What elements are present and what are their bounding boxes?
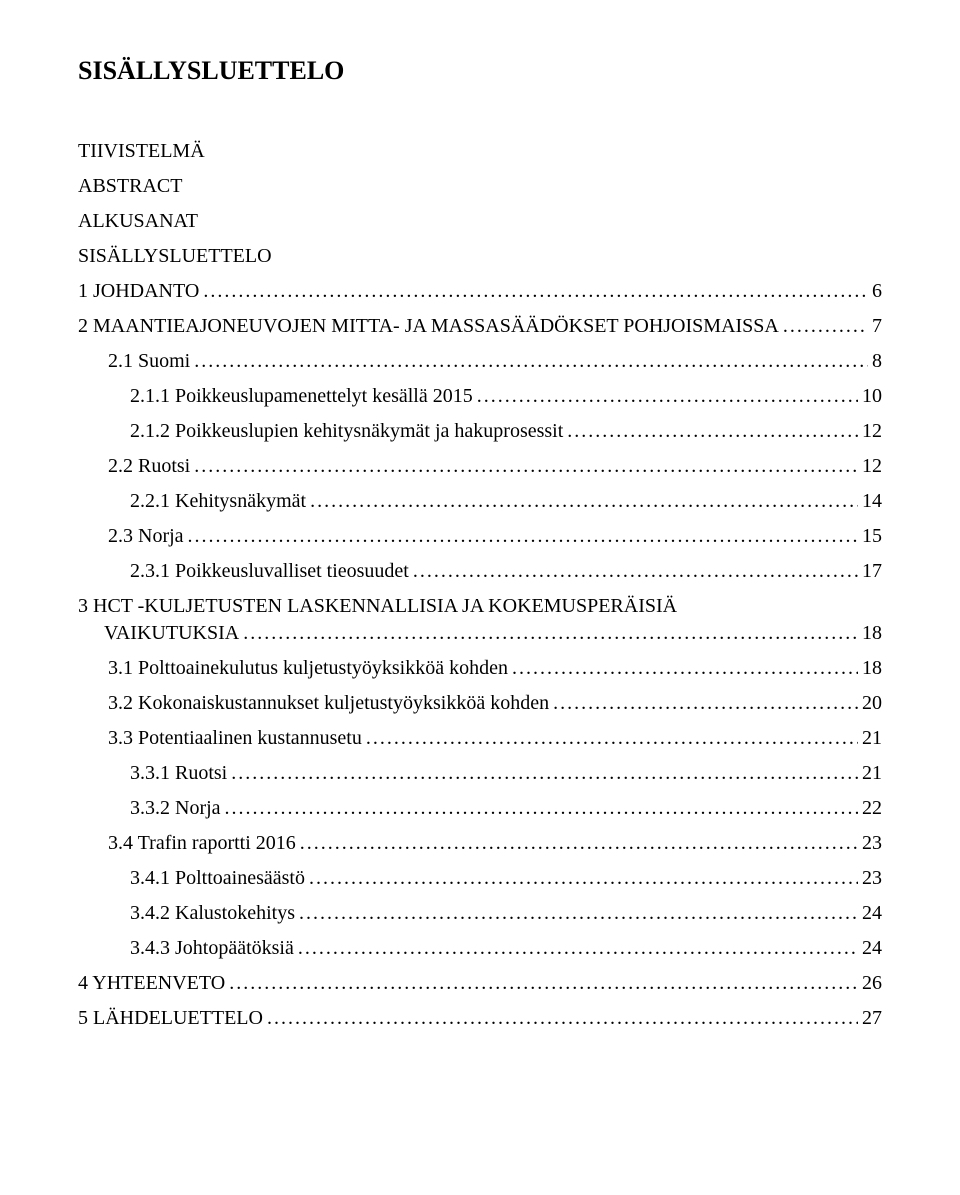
toc-page-number: 14 [862,490,882,513]
toc-entry: 2.3.1 Poikkeusluvalliset tieosuudet 17 [78,560,882,583]
toc-list: 1 JOHDANTO 6 2 MAANTIEAJONEUVOJEN MITTA- J… [78,280,882,1030]
toc-entry: 2.1 Suomi 8 [78,350,882,373]
toc-label: VAIKUTUKSIA [104,622,239,645]
toc-label: 3.4.1 Polttoainesäästö [130,867,305,890]
page-title: SISÄLLYSLUETTELO [78,56,882,86]
toc-page-number: 10 [862,385,882,408]
toc-label: 3.4.2 Kalustokehitys [130,902,295,925]
front-matter-item: TIIVISTELMÄ [78,140,882,163]
toc-leader-dots [194,350,868,373]
toc-label: 2.1 Suomi [108,350,190,373]
toc-leader-dots [366,727,858,750]
toc-leader-dots [203,280,868,303]
toc-page-number: 21 [862,762,882,785]
toc-leader-dots [309,867,858,890]
toc-page-number: 23 [862,832,882,855]
toc-page-number: 17 [862,560,882,583]
toc-entry: 3.2 Kokonaiskustannukset kuljetustyöyksi… [78,692,882,715]
toc-leader-dots [229,972,858,995]
toc-leader-dots [310,490,858,513]
toc-label: 4 YHTEENVETO [78,972,225,995]
toc-label: 1 JOHDANTO [78,280,199,303]
toc-label: 3.4 Trafin raportti 2016 [108,832,296,855]
toc-page-number: 18 [862,657,882,680]
toc-page-number: 12 [862,455,882,478]
front-matter-item: ABSTRACT [78,175,882,198]
toc-label: 3.1 Polttoainekulutus kuljetustyöyksikkö… [108,657,508,680]
toc-leader-dots [243,622,858,645]
toc-label: 3.2 Kokonaiskustannukset kuljetustyöyksi… [108,692,549,715]
toc-label: 3.3.2 Norja [130,797,221,820]
front-matter-item: ALKUSANAT [78,210,882,233]
toc-leader-dots [300,832,858,855]
toc-leader-dots [783,315,868,338]
toc-page-number: 27 [862,1007,882,1030]
toc-label: 2.1.1 Poikkeuslupamenettelyt kesällä 201… [130,385,473,408]
toc-entry: 2.1.2 Poikkeuslupien kehitysnäkymät ja h… [78,420,882,443]
toc-page-number: 24 [862,902,882,925]
toc-leader-dots [567,420,858,443]
page-container: SISÄLLYSLUETTELO TIIVISTELMÄ ABSTRACT ALKU… [0,0,960,1195]
front-matter-list: TIIVISTELMÄ ABSTRACT ALKUSANAT SISÄLLYSLUET… [78,140,882,268]
toc-label: 2.2 Ruotsi [108,455,190,478]
toc-leader-dots [267,1007,858,1030]
toc-label: 5 LÄHDELUETTELO [78,1007,263,1030]
toc-entry: 3 HCT -KULJETUSTEN LASKENNALLISIA JA KOK… [78,595,882,618]
toc-page-number: 20 [862,692,882,715]
toc-label: 2.1.2 Poikkeuslupien kehitysnäkymät ja h… [130,420,563,443]
toc-page-number: 24 [862,937,882,960]
toc-leader-dots [194,455,858,478]
toc-page-number: 23 [862,867,882,890]
toc-leader-dots [298,937,858,960]
toc-entry: 3.4.1 Polttoainesäästö 23 [78,867,882,890]
toc-entry: 3.3.1 Ruotsi 21 [78,762,882,785]
toc-page-number: 12 [862,420,882,443]
toc-entry: 2.2.1 Kehitysnäkymät 14 [78,490,882,513]
toc-label: 2.3 Norja [108,525,184,548]
toc-page-number: 8 [872,350,882,373]
toc-entry: 3.4.3 Johtopäätöksiä 24 [78,937,882,960]
toc-label: 2 MAANTIEAJONEUVOJEN MITTA- JA MASSASÄÄD… [78,315,779,338]
toc-entry: 1 JOHDANTO 6 [78,280,882,303]
toc-entry: 2.3 Norja 15 [78,525,882,548]
toc-entry: 2 MAANTIEAJONEUVOJEN MITTA- JA MASSASÄÄD… [78,315,882,338]
toc-label: 2.3.1 Poikkeusluvalliset tieosuudet [130,560,409,583]
front-matter-item: SISÄLLYSLUETTELO [78,245,882,268]
toc-entry: 2.1.1 Poikkeuslupamenettelyt kesällä 201… [78,385,882,408]
toc-entry-continuation: VAIKUTUKSIA 18 [78,622,882,645]
toc-leader-dots [299,902,858,925]
toc-leader-dots [225,797,858,820]
toc-entry: 3.3 Potentiaalinen kustannusetu 21 [78,727,882,750]
toc-label: 3.3.1 Ruotsi [130,762,227,785]
toc-entry: 3.4.2 Kalustokehitys 24 [78,902,882,925]
toc-leader-dots [413,560,858,583]
toc-page-number: 21 [862,727,882,750]
toc-page-number: 22 [862,797,882,820]
toc-entry: 2.2 Ruotsi 12 [78,455,882,478]
toc-leader-dots [477,385,858,408]
toc-entry: 3.4 Trafin raportti 2016 23 [78,832,882,855]
toc-label: 2.2.1 Kehitysnäkymät [130,490,306,513]
toc-leader-dots [512,657,858,680]
toc-entry: 3.3.2 Norja 22 [78,797,882,820]
toc-entry: 3.1 Polttoainekulutus kuljetustyöyksikkö… [78,657,882,680]
toc-leader-dots [231,762,858,785]
toc-entry: 4 YHTEENVETO 26 [78,972,882,995]
toc-label: 3.4.3 Johtopäätöksiä [130,937,294,960]
toc-leader-dots [188,525,858,548]
toc-page-number: 6 [872,280,882,303]
toc-page-number: 15 [862,525,882,548]
toc-page-number: 18 [862,622,882,645]
toc-leader-dots [553,692,858,715]
toc-page-number: 7 [872,315,882,338]
toc-label: 3.3 Potentiaalinen kustannusetu [108,727,362,750]
toc-entry: 5 LÄHDELUETTELO 27 [78,1007,882,1030]
toc-page-number: 26 [862,972,882,995]
